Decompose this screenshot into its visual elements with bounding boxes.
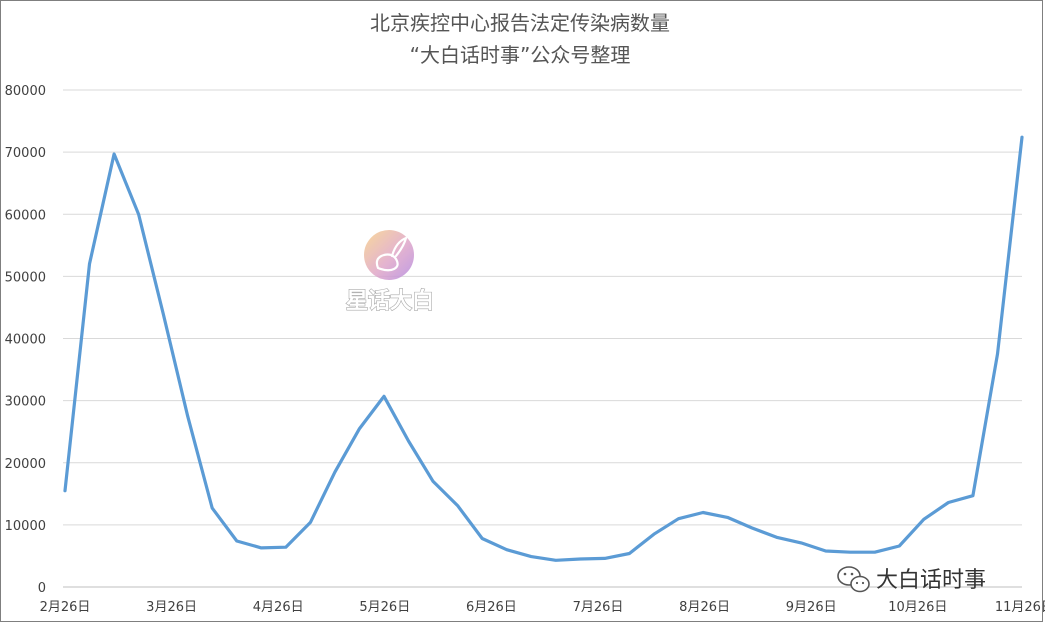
x-tick-label: 11月26日 [995,600,1045,615]
brand-mark: 大白话时事 [837,566,986,593]
x-axis-tick-labels: 2月26日 3月26日 4月26日 5月26日 6月26日 7月26日 8月26日 9月26日… [40,600,1045,615]
watermark-text: 星话大白 [346,288,434,314]
x-tick-label: 9月26日 [786,600,837,615]
x-tick-label: 10月26日 [888,600,947,615]
y-tick-label: 10000 [5,519,46,534]
y-tick-label: 40000 [5,333,46,348]
y-tick-label: 30000 [5,395,46,410]
x-tick-label: 5月26日 [359,600,410,615]
y-tick-label: 50000 [5,270,46,285]
y-tick-label: 80000 [5,84,46,99]
watermark: 星话大白 [345,230,435,315]
x-tick-label: 4月26日 [253,600,304,615]
wechat-icon [837,566,870,593]
x-tick-label: 3月26日 [146,600,197,615]
y-tick-label: 20000 [5,457,46,472]
y-tick-label: 60000 [5,208,46,223]
chart-title-line-2: “大白话时事”公众号整理 [410,43,631,67]
x-tick-label: 2月26日 [40,600,91,615]
brand-text: 大白话时事 [876,568,986,593]
chart-title-line-1: 北京疾控中心报告法定传染病数量 [370,11,670,35]
y-tick-label: 0 [38,581,46,596]
y-tick-label: 70000 [5,146,46,161]
rabbit-logo-figure [375,236,408,272]
x-tick-label: 6月26日 [466,600,517,615]
series-line [63,135,1024,562]
x-tick-label: 7月26日 [573,600,624,615]
y-axis-tick-labels: 0 10000 20000 30000 40000 50000 60000 70000 8000… [5,84,46,596]
x-tick-label: 8月26日 [679,600,730,615]
series [63,135,1024,562]
